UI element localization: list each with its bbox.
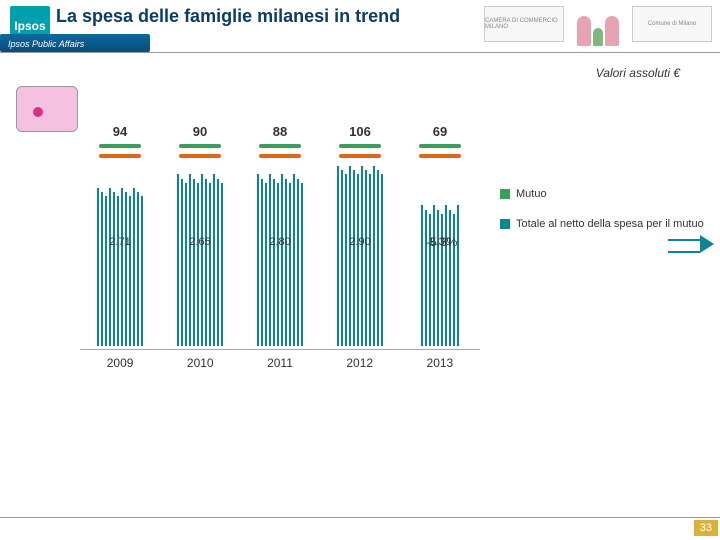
page-number: 33: [694, 520, 718, 536]
page-title: La spesa delle famiglie milanesi in tren…: [56, 6, 400, 27]
trend-bar-chart: 942.71902.65882.801062.90692.30 20092010…: [80, 110, 480, 370]
divider: [0, 52, 720, 53]
x-tick: 2009: [107, 356, 134, 370]
legend-item: Mutuo: [500, 188, 710, 200]
lombardy-map-icon: [16, 86, 78, 132]
delta-label: -5,3%: [426, 235, 457, 249]
footer-divider: [0, 517, 720, 518]
legend-item: Totale al netto della spesa per il mutuo: [500, 218, 710, 230]
ipsos-banner: Ipsos Public Affairs: [0, 34, 150, 52]
bar-2009: 942.71: [94, 126, 146, 346]
header-logos: CAMERA DI COMMERCIO MILANO Comune di Mil…: [452, 0, 720, 48]
family-icon: [568, 2, 628, 46]
x-axis: 2009 2010 2011 2012 2013: [80, 349, 480, 370]
x-tick: 2013: [427, 356, 454, 370]
bar-2011: 882.80: [254, 126, 306, 346]
logo-camera-commercio: CAMERA DI COMMERCIO MILANO: [484, 6, 564, 42]
bar-2012: 1062.90: [334, 126, 386, 346]
trend-arrow-icon: [668, 237, 714, 251]
bar-2010: 902.65: [174, 126, 226, 346]
logo-comune-milano: Comune di Milano: [632, 6, 712, 42]
x-tick: 2010: [187, 356, 214, 370]
x-tick: 2012: [346, 356, 373, 370]
chart-subtitle: Valori assoluti €: [596, 66, 680, 80]
x-tick: 2011: [267, 356, 293, 370]
